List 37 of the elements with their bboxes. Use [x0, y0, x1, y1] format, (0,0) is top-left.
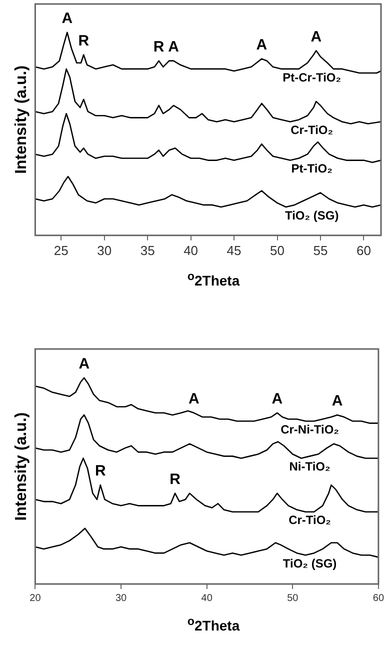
x-tick-label: 20 [30, 592, 42, 604]
x-tick-label: 60 [356, 242, 371, 258]
x-tick-label: 25 [54, 242, 68, 258]
series-label: Cr-Ni-TiO₂ [280, 422, 340, 436]
x-axis-title: $^{o}$2Theta [186, 270, 241, 289]
annotation: A [256, 36, 268, 54]
annotation: A [188, 390, 200, 408]
series-label: Cr-TiO₂ [288, 513, 332, 528]
x-axis-title: $^{o}$2Theta [186, 615, 241, 634]
annotation: R [170, 470, 181, 488]
annotation: A [272, 390, 283, 408]
x-tick-label: 45 [226, 242, 242, 258]
y-axis-title: Intensity (a.u.) [13, 412, 30, 521]
series-label: Pt-TiO₂ [291, 162, 332, 176]
y-axis-title: Intensity (a.u.) [13, 65, 30, 174]
x-tick-label: 40 [201, 592, 213, 604]
x-tick-label: 60 [372, 592, 384, 604]
annotation: A [78, 356, 90, 372]
x-tick-label: 40 [184, 242, 198, 258]
annotation: A [62, 10, 73, 28]
series-label: Pt-Cr-TiO₂ [282, 70, 342, 84]
x-tick-label: 50 [270, 242, 284, 258]
x-tick-label: 30 [97, 242, 112, 258]
annotation: A [332, 392, 343, 410]
x-tick-label: 50 [287, 592, 299, 604]
series-label: TiO₂ (SG) [282, 556, 337, 570]
annotation: A [168, 38, 180, 56]
annotation: R [78, 32, 90, 50]
annotation: R [94, 462, 106, 480]
annotation: R [153, 38, 164, 56]
annotation: A [310, 28, 322, 46]
x-tick-label: 30 [115, 592, 128, 604]
series-label: TiO₂ (SG) [284, 208, 339, 222]
series-label: Ni-TiO₂ [289, 460, 330, 474]
x-tick-label: 55 [313, 242, 328, 258]
x-tick-label: 35 [140, 242, 155, 258]
series-label: Cr-TiO₂ [290, 123, 334, 138]
